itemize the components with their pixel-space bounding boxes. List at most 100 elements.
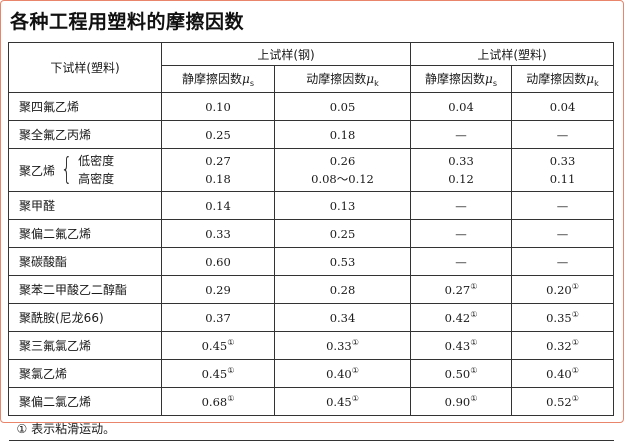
value-cell: 0.26 0.08～0.12 xyxy=(274,148,411,192)
value-text: 0.25 xyxy=(205,127,231,142)
header-dynamic-steel: 动摩擦因数μk xyxy=(274,65,411,93)
value-text: 0.37 xyxy=(205,310,231,325)
value-text: 0.33 xyxy=(448,154,474,168)
value-text: 0.11 xyxy=(549,172,576,186)
value-text: — xyxy=(455,198,467,213)
footnote-mark: ① xyxy=(227,338,235,347)
material-name: 聚三氟氯乙烯 xyxy=(8,331,162,360)
value-cell: 0.33① xyxy=(274,331,411,360)
value-text: 0.53 xyxy=(329,254,356,269)
material-name: 聚乙烯 { 低密度高密度 xyxy=(8,148,162,192)
value-cell: — xyxy=(410,247,512,276)
value-text: 0.60 xyxy=(205,254,231,269)
footnote-mark: ① xyxy=(351,338,359,347)
value-cell: 0.34 xyxy=(274,303,411,332)
material-name: 聚四氟乙烯 xyxy=(8,92,162,121)
value-text: 0.43 xyxy=(444,339,471,353)
value-text: 0.18 xyxy=(205,172,231,186)
value-cell: 0.37 xyxy=(161,303,275,332)
footnote-mark: ① xyxy=(571,310,579,319)
footnote-mark: ① xyxy=(227,366,235,375)
value-cell: — xyxy=(410,120,512,149)
table-row: 聚氯乙烯 0.45① 0.40① 0.50① 0.40① xyxy=(8,359,614,388)
table-row: 聚三氟氯乙烯 0.45① 0.33① 0.43① 0.32① xyxy=(8,331,614,360)
density-label: 低密度 xyxy=(78,154,115,168)
value-cell: — xyxy=(511,219,614,248)
table-row: 聚碳酸酯 0.60 0.53 — — xyxy=(8,247,614,276)
value-cell: 0.04 xyxy=(410,92,512,121)
footnote-mark: ① xyxy=(571,394,579,403)
footnote-mark: ① xyxy=(470,338,478,347)
value-cell: 0.20① xyxy=(511,275,614,304)
material-name: 聚苯二甲酸乙二醇酯 xyxy=(8,275,162,304)
header-static-steel: 静摩擦因数μs xyxy=(161,65,275,93)
material-name-text: 聚乙烯 xyxy=(19,163,56,178)
footnote-mark: ① xyxy=(571,282,579,291)
material-name: 聚甲醛 xyxy=(8,191,162,220)
header-dynamic-plastic: 动摩擦因数μk xyxy=(511,65,614,93)
density-label: 高密度 xyxy=(78,172,115,186)
value-text: — xyxy=(556,226,569,241)
footnote-mark: ① xyxy=(470,310,478,319)
material-name: 聚氯乙烯 xyxy=(8,359,162,388)
footnote-mark: ① xyxy=(470,366,478,375)
value-text: — xyxy=(455,226,467,241)
header-upper-plastic: 上试样(塑料) xyxy=(410,42,614,66)
value-text: 0.25 xyxy=(329,226,356,241)
value-cell: 0.40① xyxy=(274,359,411,388)
value-pair: 0.33 0.11 xyxy=(512,152,613,188)
value-text: 0.04 xyxy=(448,99,474,114)
material-name: 聚偏二氯乙烯 xyxy=(8,387,162,416)
value-text: 0.12 xyxy=(448,172,474,186)
value-text: 0.26 xyxy=(329,154,356,168)
page-title: 各种工程用塑料的摩擦因数 xyxy=(10,11,245,33)
value-text: 0.29 xyxy=(205,282,231,297)
value-cell: 0.25 xyxy=(274,219,411,248)
value-text: 0.27 xyxy=(205,154,231,168)
value-cell: 0.05 xyxy=(274,92,411,121)
value-cell: 0.33 0.12 xyxy=(410,148,512,192)
value-cell: 0.13 xyxy=(274,191,411,220)
value-cell: 0.18 xyxy=(274,120,411,149)
table-row: 聚全氟乙丙烯 0.25 0.18 — — xyxy=(8,120,614,149)
value-text: — xyxy=(556,198,569,213)
value-cell: 0.29 xyxy=(161,275,275,304)
value-text: 0.27 xyxy=(444,283,471,297)
value-cell: 0.27 0.18 xyxy=(161,148,275,192)
value-text: 0.68 xyxy=(201,395,228,409)
value-cell: — xyxy=(511,247,614,276)
table-row: 聚酰胺(尼龙66) 0.37 0.34 0.42① 0.35① xyxy=(8,303,614,332)
header-upper-steel: 上试样(钢) xyxy=(161,42,411,66)
value-text: — xyxy=(556,127,569,142)
table-row: 聚苯二甲酸乙二醇酯 0.29 0.28 0.27① 0.20① xyxy=(8,275,614,304)
value-cell: 0.40① xyxy=(511,359,614,388)
material-name-group: 聚乙烯 { 低密度高密度 xyxy=(19,152,114,188)
value-pair: 0.27 0.18 xyxy=(162,152,274,188)
table-row: 聚乙烯{低密度 高密度 0.27 0.18 0.26 0.08～0.12 0.33 0.12 0… xyxy=(8,148,614,192)
value-text: 0.10 xyxy=(205,99,231,114)
footnote-mark: ① xyxy=(470,282,478,291)
value-cell: 0.68① xyxy=(161,387,275,416)
value-cell: 0.45① xyxy=(161,331,275,360)
value-text: 0.90 xyxy=(444,395,471,409)
value-cell: 0.90① xyxy=(410,387,512,416)
footnote-text: ① 表示粘滑运动。 xyxy=(8,415,614,441)
value-cell: 0.33 0.11 xyxy=(511,148,614,192)
value-text: — xyxy=(455,254,467,269)
material-name: 聚偏二氟乙烯 xyxy=(8,219,162,248)
brace-glyph: { xyxy=(60,152,73,187)
value-text: 0.18 xyxy=(329,127,356,142)
value-cell: 0.27① xyxy=(410,275,512,304)
value-cell: 0.04 xyxy=(511,92,614,121)
value-cell: 0.60 xyxy=(161,247,275,276)
value-cell: 0.25 xyxy=(161,120,275,149)
value-cell: 0.35① xyxy=(511,303,614,332)
value-cell: 0.43① xyxy=(410,331,512,360)
value-cell: — xyxy=(410,219,512,248)
value-cell: 0.53 xyxy=(274,247,411,276)
value-text: 0.40 xyxy=(546,367,572,381)
value-text: — xyxy=(556,254,569,269)
value-text: 0.04 xyxy=(549,99,576,114)
value-cell: — xyxy=(410,191,512,220)
table-row: 聚甲醛 0.14 0.13 — — xyxy=(8,191,614,220)
